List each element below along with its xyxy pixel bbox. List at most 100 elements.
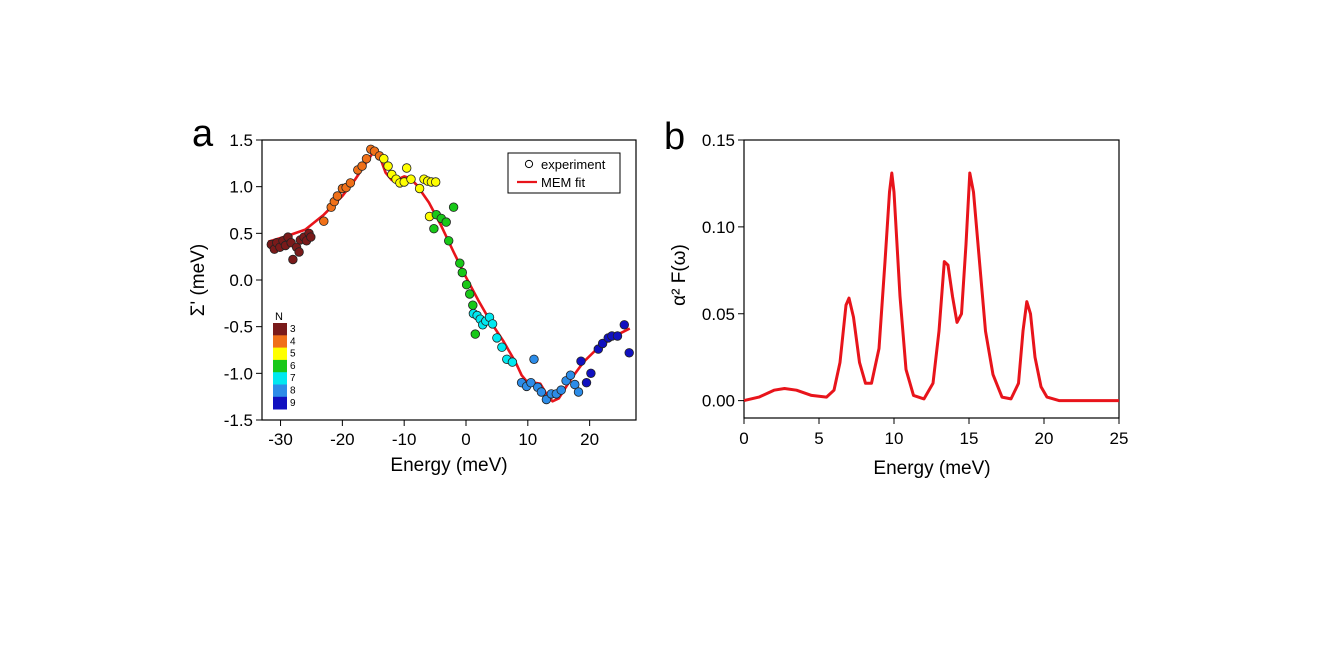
panel-a-xtick-label: 20	[580, 430, 599, 449]
panel-b-xlabel: Energy (meV)	[873, 458, 990, 479]
data-point	[507, 357, 518, 367]
data-point	[581, 378, 592, 388]
data-point	[612, 331, 623, 341]
panel-a-ytick-label: 1.0	[229, 178, 253, 197]
panel-a-xtick-label: -30	[268, 430, 293, 449]
data-point	[573, 387, 584, 397]
legend-experiment-marker	[524, 159, 534, 169]
data-point	[492, 333, 502, 343]
data-point	[526, 378, 536, 388]
colorbar-swatch	[273, 384, 287, 398]
data-point	[461, 280, 472, 290]
data-point	[294, 247, 304, 257]
data-point	[345, 178, 356, 188]
panel-b-xtick-label: 20	[1035, 429, 1054, 448]
panel-a-xtick-label: 10	[518, 430, 537, 449]
colorbar-label: 7	[290, 373, 296, 384]
panel-b: b 0 5 10 15 20 25 0.00 0.05 0.10 0.15 Energy (meV…	[664, 116, 1128, 479]
data-point	[429, 223, 439, 234]
data-point	[448, 202, 459, 212]
data-point	[406, 174, 416, 184]
data-point	[288, 254, 298, 265]
colorbar-title: N	[275, 311, 283, 323]
data-point	[319, 216, 329, 226]
data-point	[465, 289, 475, 299]
panel-b-ytick-label: 0.05	[702, 305, 735, 324]
colorbar-swatch	[273, 335, 287, 348]
data-point	[379, 153, 389, 164]
colorbar-label: 5	[290, 349, 296, 360]
colorbar-swatch	[273, 372, 287, 385]
colorbar-label: 6	[290, 361, 296, 372]
data-point	[597, 338, 608, 349]
data-point	[624, 348, 634, 358]
panel-b-xtick-label: 15	[960, 429, 979, 448]
legend-fit-label: MEM fit	[541, 175, 585, 190]
legend-box	[507, 152, 621, 194]
panel-a: a -30 -20 -10 0 10 20 -1.5 -1.0 -0.5 0.0 0.5 1.0 1.5…	[188, 113, 637, 476]
panel-a-ticks: -30 -20 -10 0 10 20 -1.5 -1.0 -0.5 0.0 0.5 1.0 1.5	[224, 131, 599, 449]
data-point	[361, 153, 372, 164]
panel-b-xtick-label: 25	[1110, 429, 1129, 448]
panel-b-xtick-label: 5	[814, 429, 823, 448]
data-point	[576, 356, 586, 366]
legend-experiment-label: experiment	[541, 157, 606, 172]
panel-a-ytick-label: 0.5	[229, 224, 253, 243]
panel-a-xtick-label: -10	[392, 430, 417, 449]
panel-a-ytick-label: -0.5	[224, 318, 253, 337]
data-point	[586, 368, 596, 379]
colorbar-swatch	[273, 359, 287, 373]
colorbar-swatch	[273, 347, 287, 361]
data-point	[487, 319, 498, 329]
panel-a-points	[266, 144, 634, 405]
data-point	[306, 232, 316, 242]
panel-b-ytick-label: 0.00	[702, 392, 735, 411]
panel-b-letter: b	[664, 116, 685, 158]
data-point	[414, 183, 425, 194]
panel-b-spectrum-line	[743, 171, 1119, 403]
panel-b-ticks: 0 5 10 15 20 25 0.00 0.05 0.10 0.15	[702, 131, 1129, 448]
panel-b-ytick-label: 0.10	[702, 218, 735, 237]
data-point	[529, 354, 539, 365]
panel-b-frame	[743, 139, 1120, 419]
colorbar: N 34 567 89	[273, 311, 296, 410]
data-point	[402, 163, 412, 173]
data-point	[357, 161, 367, 171]
data-point	[455, 258, 465, 268]
panel-a-ytick-label: -1.0	[224, 364, 253, 383]
panel-a-xtick-label: 0	[461, 430, 470, 449]
data-point	[565, 370, 576, 380]
colorbar-label: 3	[290, 324, 296, 335]
colorbar-swatch	[273, 323, 287, 336]
panel-a-ytick-label: 1.5	[229, 131, 253, 150]
panel-a-ylabel: Σ' (meV)	[188, 244, 209, 316]
panel-a-legend: experiment MEM fit	[507, 152, 621, 194]
data-point	[431, 177, 441, 187]
data-point	[536, 387, 547, 397]
colorbar-label: 9	[290, 398, 296, 409]
panel-a-xtick-label: -20	[330, 430, 355, 449]
panel-a-ytick-label: -1.5	[224, 411, 253, 430]
data-point	[619, 320, 630, 330]
colorbar-swatch	[273, 396, 287, 410]
data-point	[470, 329, 481, 339]
data-point	[570, 379, 580, 390]
data-point	[383, 161, 393, 171]
panel-b-xtick-label: 0	[739, 429, 748, 448]
data-point	[457, 267, 468, 278]
data-point	[444, 236, 454, 246]
panel-b-ytick-label: 0.15	[702, 131, 735, 150]
colorbar-label: 8	[290, 386, 296, 397]
data-point	[441, 217, 451, 227]
colorbar-label: 4	[290, 336, 296, 347]
panel-b-ylabel: α² F(ω)	[669, 244, 690, 306]
spectrum-line	[743, 171, 1119, 403]
data-point	[556, 385, 566, 395]
panel-a-xlabel: Energy (meV)	[390, 455, 507, 476]
panel-b-xtick-label: 10	[885, 429, 904, 448]
data-point	[497, 342, 507, 352]
panel-a-ytick-label: 0.0	[229, 271, 253, 290]
data-point	[332, 191, 343, 201]
panel-a-letter: a	[192, 113, 214, 155]
